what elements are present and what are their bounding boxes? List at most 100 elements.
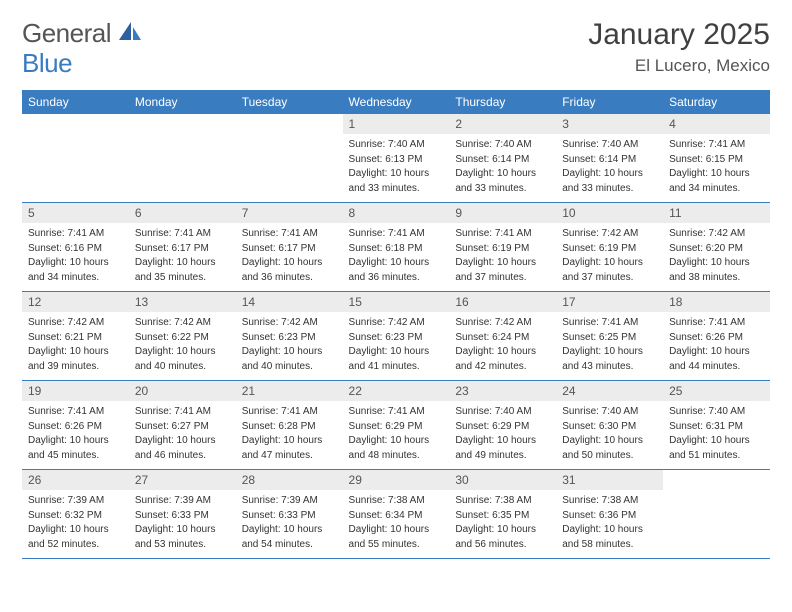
day-detail-line: and 48 minutes. (349, 449, 444, 463)
day-detail-line: Sunrise: 7:42 AM (242, 316, 337, 330)
day-detail-line: Sunrise: 7:41 AM (669, 316, 764, 330)
logo-text-1: General (22, 18, 111, 49)
day-detail-line: and 40 minutes. (135, 360, 230, 374)
calendar-day-cell: 15Sunrise: 7:42 AMSunset: 6:23 PMDayligh… (343, 292, 450, 381)
day-detail-line: Sunrise: 7:42 AM (562, 227, 657, 241)
day-detail-line: Sunset: 6:33 PM (242, 509, 337, 523)
day-number: 8 (343, 203, 450, 223)
day-detail-line: Daylight: 10 hours (28, 345, 123, 359)
day-detail-line: Sunset: 6:29 PM (349, 420, 444, 434)
day-detail-line: Sunset: 6:35 PM (455, 509, 550, 523)
day-number: 2 (449, 114, 556, 134)
calendar-day-cell (129, 114, 236, 203)
day-detail-line: and 34 minutes. (28, 271, 123, 285)
day-header: Sunday (22, 90, 129, 114)
calendar-day-cell: 26Sunrise: 7:39 AMSunset: 6:32 PMDayligh… (22, 470, 129, 559)
logo-subtext: Blue (22, 48, 72, 79)
calendar-day-cell (22, 114, 129, 203)
day-header: Friday (556, 90, 663, 114)
day-detail-line: Daylight: 10 hours (135, 434, 230, 448)
day-number: 17 (556, 292, 663, 312)
day-detail-line: Sunrise: 7:42 AM (28, 316, 123, 330)
calendar-day-cell: 19Sunrise: 7:41 AMSunset: 6:26 PMDayligh… (22, 381, 129, 470)
day-number: 31 (556, 470, 663, 490)
day-detail-line: and 39 minutes. (28, 360, 123, 374)
day-detail-line: and 58 minutes. (562, 538, 657, 552)
calendar-week-row: 12Sunrise: 7:42 AMSunset: 6:21 PMDayligh… (22, 292, 770, 381)
day-details: Sunrise: 7:40 AMSunset: 6:13 PMDaylight:… (343, 134, 450, 202)
day-detail-line: Sunset: 6:26 PM (28, 420, 123, 434)
day-details: Sunrise: 7:40 AMSunset: 6:29 PMDaylight:… (449, 401, 556, 469)
day-detail-line: and 38 minutes. (669, 271, 764, 285)
day-detail-line: Daylight: 10 hours (135, 345, 230, 359)
day-details: Sunrise: 7:39 AMSunset: 6:33 PMDaylight:… (129, 490, 236, 558)
day-detail-line: Sunset: 6:19 PM (455, 242, 550, 256)
day-detail-line: Sunrise: 7:42 AM (455, 316, 550, 330)
day-detail-line: Sunset: 6:21 PM (28, 331, 123, 345)
day-number: 20 (129, 381, 236, 401)
day-detail-line: and 54 minutes. (242, 538, 337, 552)
day-details: Sunrise: 7:39 AMSunset: 6:32 PMDaylight:… (22, 490, 129, 558)
day-detail-line: Sunset: 6:16 PM (28, 242, 123, 256)
day-number: 26 (22, 470, 129, 490)
day-details: Sunrise: 7:38 AMSunset: 6:34 PMDaylight:… (343, 490, 450, 558)
day-detail-line: Daylight: 10 hours (349, 256, 444, 270)
day-detail-line: and 36 minutes. (349, 271, 444, 285)
day-detail-line: Daylight: 10 hours (669, 345, 764, 359)
day-detail-line: Daylight: 10 hours (242, 345, 337, 359)
calendar-day-cell: 16Sunrise: 7:42 AMSunset: 6:24 PMDayligh… (449, 292, 556, 381)
day-detail-line: and 50 minutes. (562, 449, 657, 463)
day-header: Tuesday (236, 90, 343, 114)
day-detail-line: Sunrise: 7:38 AM (562, 494, 657, 508)
day-detail-line: Daylight: 10 hours (135, 523, 230, 537)
day-number: 19 (22, 381, 129, 401)
day-detail-line: Sunrise: 7:40 AM (349, 138, 444, 152)
day-detail-line: Daylight: 10 hours (28, 434, 123, 448)
day-number: 11 (663, 203, 770, 223)
day-detail-line: Sunset: 6:22 PM (135, 331, 230, 345)
day-number: 5 (22, 203, 129, 223)
day-detail-line: and 53 minutes. (135, 538, 230, 552)
calendar-day-cell: 4Sunrise: 7:41 AMSunset: 6:15 PMDaylight… (663, 114, 770, 203)
location-label: El Lucero, Mexico (588, 56, 770, 76)
day-details: Sunrise: 7:41 AMSunset: 6:17 PMDaylight:… (236, 223, 343, 291)
day-detail-line: Sunrise: 7:41 AM (349, 227, 444, 241)
day-detail-line: Daylight: 10 hours (349, 345, 444, 359)
day-detail-line: Daylight: 10 hours (562, 167, 657, 181)
day-detail-line: Sunset: 6:30 PM (562, 420, 657, 434)
day-detail-line: and 43 minutes. (562, 360, 657, 374)
day-details: Sunrise: 7:42 AMSunset: 6:19 PMDaylight:… (556, 223, 663, 291)
day-detail-line: Sunset: 6:26 PM (669, 331, 764, 345)
day-details: Sunrise: 7:42 AMSunset: 6:23 PMDaylight:… (236, 312, 343, 380)
day-details: Sunrise: 7:42 AMSunset: 6:23 PMDaylight:… (343, 312, 450, 380)
day-header-row: SundayMondayTuesdayWednesdayThursdayFrid… (22, 90, 770, 114)
day-number: 28 (236, 470, 343, 490)
title-block: January 2025 El Lucero, Mexico (588, 18, 770, 76)
day-number: 18 (663, 292, 770, 312)
calendar-day-cell: 20Sunrise: 7:41 AMSunset: 6:27 PMDayligh… (129, 381, 236, 470)
day-detail-line: Sunset: 6:24 PM (455, 331, 550, 345)
day-detail-line: and 49 minutes. (455, 449, 550, 463)
day-detail-line: Sunset: 6:14 PM (562, 153, 657, 167)
day-details: Sunrise: 7:41 AMSunset: 6:26 PMDaylight:… (22, 401, 129, 469)
day-detail-line: and 51 minutes. (669, 449, 764, 463)
day-details: Sunrise: 7:40 AMSunset: 6:14 PMDaylight:… (449, 134, 556, 202)
calendar-day-cell: 27Sunrise: 7:39 AMSunset: 6:33 PMDayligh… (129, 470, 236, 559)
day-detail-line: and 33 minutes. (562, 182, 657, 196)
day-number: 15 (343, 292, 450, 312)
header: General January 2025 El Lucero, Mexico (22, 18, 770, 76)
day-detail-line: and 52 minutes. (28, 538, 123, 552)
page-title: January 2025 (588, 18, 770, 52)
calendar-week-row: 26Sunrise: 7:39 AMSunset: 6:32 PMDayligh… (22, 470, 770, 559)
day-detail-line: Sunrise: 7:42 AM (669, 227, 764, 241)
day-detail-line: Sunset: 6:15 PM (669, 153, 764, 167)
day-detail-line: Sunset: 6:17 PM (135, 242, 230, 256)
day-detail-line: and 44 minutes. (669, 360, 764, 374)
day-details: Sunrise: 7:42 AMSunset: 6:22 PMDaylight:… (129, 312, 236, 380)
day-detail-line: Daylight: 10 hours (242, 256, 337, 270)
day-detail-line: Sunrise: 7:39 AM (135, 494, 230, 508)
calendar-day-cell: 2Sunrise: 7:40 AMSunset: 6:14 PMDaylight… (449, 114, 556, 203)
day-detail-line: and 37 minutes. (562, 271, 657, 285)
day-detail-line: Sunset: 6:27 PM (135, 420, 230, 434)
day-header: Thursday (449, 90, 556, 114)
